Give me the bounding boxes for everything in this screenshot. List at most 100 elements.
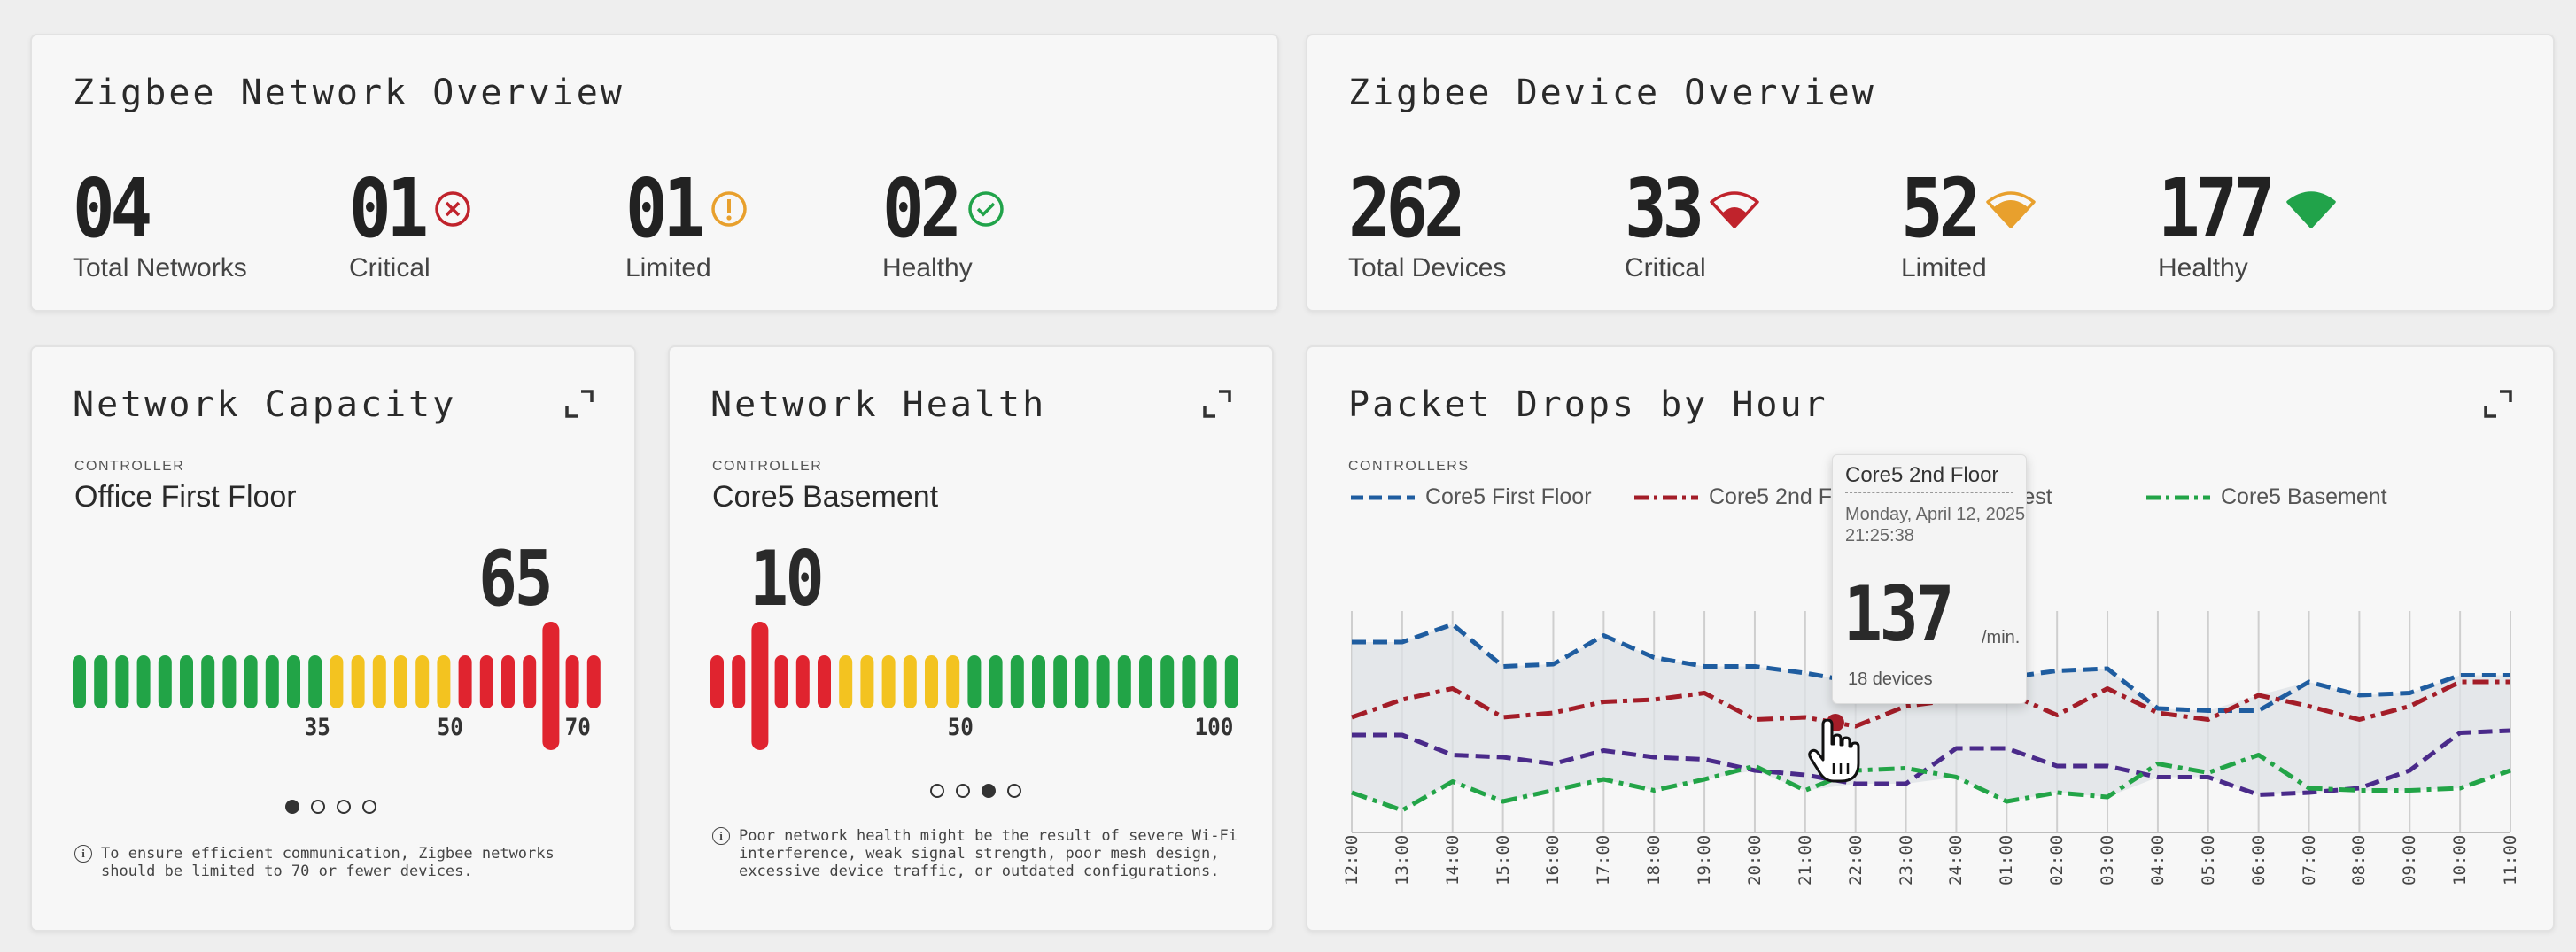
series-line-3[interactable]: [1351, 753, 2511, 813]
x-tick-label: 10:00: [2450, 834, 2471, 886]
stat-critical-networks: 01 Critical: [349, 168, 472, 283]
stat-healthy-networks: 02 Healthy: [882, 168, 1005, 283]
pager-dot[interactable]: [362, 800, 376, 814]
gauge-marker: [751, 622, 769, 750]
x-tick-label: 19:00: [1695, 834, 1715, 886]
gauge-segment: [287, 655, 300, 708]
gauge-segment: [180, 655, 193, 708]
gauge-segment: [946, 655, 960, 708]
tooltip-unit: /min.: [1982, 628, 2021, 647]
stat-label: Healthy: [882, 253, 973, 283]
stat-value: 02: [882, 161, 962, 256]
note-text: Poor network health might be the result …: [739, 827, 1238, 880]
gauge-segment: [115, 655, 129, 708]
stat-label: Critical: [1625, 253, 1706, 283]
pager-dot[interactable]: [930, 784, 944, 798]
x-tick-label: 14:00: [1442, 834, 1463, 886]
stat-total-devices: 262 Total Devices: [1348, 168, 1506, 283]
series-line-0[interactable]: [1352, 622, 2510, 713]
health-gauge: [710, 622, 1238, 750]
stat-value: 01: [625, 161, 705, 256]
gauge-segment: [394, 655, 407, 708]
info-note: i Poor network health might be the resul…: [712, 827, 1244, 880]
chart-tooltip: Core5 2nd Floor Monday, April 12, 2025 2…: [1832, 454, 2027, 704]
x-tick-label: 06:00: [2248, 834, 2269, 886]
gauge-segment: [565, 655, 579, 708]
x-tick-label: 15:00: [1493, 834, 1513, 886]
gauge-segment: [1053, 655, 1067, 708]
legend-label: Core5 Basement: [2221, 484, 2387, 509]
gauge-segment: [860, 655, 874, 708]
stat-label: Healthy: [2158, 253, 2248, 283]
gauge-segment: [351, 655, 365, 708]
stat-label: Total Networks: [73, 253, 247, 283]
network-overview-card: Zigbee Network Overview 04 Total Network…: [30, 34, 1279, 312]
pager-dot[interactable]: [982, 784, 996, 798]
stat-critical-devices: 33 Critical: [1625, 168, 1760, 283]
card-title: Packet Drops by Hour: [1348, 384, 1828, 425]
x-tick-label: 07:00: [2299, 834, 2319, 886]
gauge-segment: [330, 655, 344, 708]
stat-total-networks: 04 Total Networks: [73, 168, 247, 283]
pager: [930, 784, 1021, 798]
expand-icon[interactable]: [2482, 388, 2514, 420]
gauge-segment: [94, 655, 108, 708]
stat-limited-devices: 52 Limited: [1901, 168, 2037, 283]
gauge-segment: [586, 655, 601, 708]
info-icon: i: [74, 845, 92, 863]
x-tick-label: 02:00: [2047, 834, 2068, 886]
gauge-segment: [989, 655, 1003, 708]
gauge-marker: [542, 622, 560, 750]
gauge-segment: [136, 655, 151, 708]
expand-icon[interactable]: [563, 388, 595, 420]
pager-dot[interactable]: [956, 784, 970, 798]
capacity-value: 65: [478, 535, 554, 623]
x-tick-label: 16:00: [1543, 834, 1563, 886]
series-line-2[interactable]: [1352, 728, 2511, 797]
card-title: Network Health: [710, 384, 1047, 425]
stat-value: 262: [1348, 161, 1466, 256]
x-tick-label: 21:00: [1795, 834, 1815, 886]
gauge-segment: [437, 655, 451, 708]
tooltip-date: Monday, April 12, 2025: [1845, 505, 2026, 524]
gauge-segment: [818, 655, 831, 708]
controller-name[interactable]: Core5 Basement: [712, 480, 939, 514]
gauge-segment: [73, 655, 86, 708]
tick-label: 50: [437, 714, 463, 741]
legend-item[interactable]: Core5 First Floor: [1349, 484, 1592, 510]
expand-icon[interactable]: [1201, 388, 1233, 420]
tooltip-time: 21:25:38: [1845, 526, 1914, 546]
stat-healthy-devices: 177 Healthy: [2158, 168, 2337, 283]
gauge-segment: [458, 655, 472, 708]
gauge-segment: [1032, 655, 1045, 708]
controller-caption: CONTROLLER: [712, 459, 823, 474]
stat-value: 52: [1901, 161, 1981, 256]
gauge-segment: [222, 655, 237, 708]
gauge-segment: [501, 655, 515, 708]
legend-swatch: [2146, 495, 2210, 499]
x-tick-label: 09:00: [2400, 834, 2420, 886]
pager-dot[interactable]: [1007, 784, 1021, 798]
wifi-signal-icon: [1986, 191, 2036, 228]
gauge-segment: [1203, 655, 1217, 708]
legend-item[interactable]: Core5 Basement: [2145, 484, 2387, 510]
wifi-signal-icon: [2286, 191, 2336, 228]
tick-label: 35: [304, 714, 330, 741]
x-tick-label: 05:00: [2198, 834, 2218, 886]
stat-limited-networks: 01 Limited: [625, 168, 749, 283]
gauge-segment: [415, 655, 430, 708]
legend-label: Core5 First Floor: [1425, 484, 1592, 509]
stat-label: Total Devices: [1348, 253, 1507, 283]
pager-dot[interactable]: [337, 800, 351, 814]
x-tick-label: 11:00: [2501, 834, 2520, 886]
controller-name[interactable]: Office First Floor: [74, 480, 297, 514]
stat-value: 33: [1625, 161, 1704, 256]
x-tick-label: 18:00: [1644, 834, 1664, 886]
pager-dot[interactable]: [285, 800, 299, 814]
gauge-segment: [1096, 655, 1110, 708]
gauge-segment: [265, 655, 279, 708]
gauge-segment: [925, 655, 938, 708]
pager-dot[interactable]: [311, 800, 325, 814]
health-value: 10: [749, 535, 825, 623]
